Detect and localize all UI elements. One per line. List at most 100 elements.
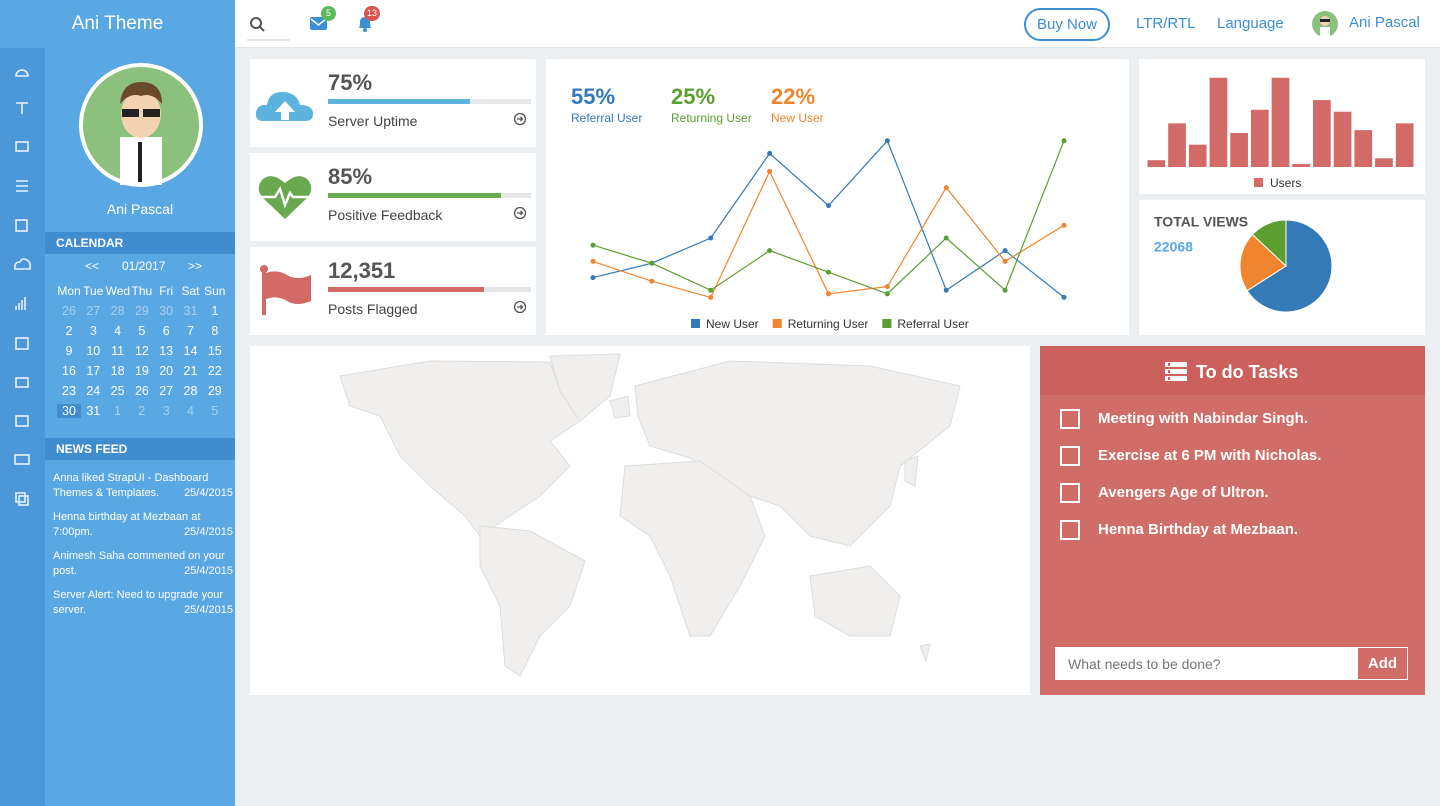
- brand[interactable]: Ani Theme: [0, 0, 235, 48]
- day[interactable]: 6: [162, 324, 170, 338]
- top-bar: 5 13 Buy Now LTR/RTL Language Ani Pascal: [235, 0, 1440, 48]
- todo-add[interactable]: Add: [1357, 647, 1408, 680]
- day[interactable]: 13: [159, 344, 174, 358]
- day[interactable]: 9: [65, 344, 73, 358]
- bar: [1375, 158, 1393, 167]
- user-name[interactable]: Ani Pascal: [1349, 14, 1420, 31]
- day[interactable]: 4: [114, 324, 122, 338]
- mail-icon[interactable]: [310, 17, 328, 31]
- summary-value: 55%: [571, 84, 615, 109]
- calendar-next[interactable]: >>: [188, 259, 203, 273]
- day[interactable]: 12: [134, 344, 149, 358]
- day[interactable]: 5: [211, 404, 219, 418]
- legend-label: Returning User: [788, 317, 869, 331]
- news-item: Anna liked StrapUI - Dashboard Themes & …: [53, 471, 233, 501]
- stat-link[interactable]: [513, 300, 527, 314]
- checkbox[interactable]: [1060, 409, 1080, 429]
- news-item: Animesh Saha commented on your post. 25/4…: [53, 549, 233, 579]
- checkbox[interactable]: [1060, 483, 1080, 503]
- day[interactable]: 16: [62, 364, 76, 378]
- checkbox[interactable]: [1060, 446, 1080, 466]
- point: [826, 291, 831, 297]
- weekday: Wed: [105, 284, 131, 298]
- bar-chart: Users: [1147, 77, 1414, 190]
- search[interactable]: [247, 14, 307, 44]
- day[interactable]: 3: [162, 404, 170, 418]
- day[interactable]: 19: [134, 364, 149, 378]
- day[interactable]: 17: [86, 364, 101, 378]
- world-map[interactable]: [250, 346, 1030, 695]
- day[interactable]: 23: [62, 384, 76, 398]
- day[interactable]: 27: [159, 384, 174, 398]
- nav-icons[interactable]: [0, 48, 45, 528]
- bar: [1250, 109, 1269, 167]
- day[interactable]: 15: [207, 344, 222, 358]
- day[interactable]: 3: [89, 324, 97, 338]
- news-text: Anna liked StrapUI - Dashboard Themes & …: [53, 472, 209, 499]
- news-feed: Anna liked StrapUI - Dashboard Themes & …: [45, 471, 235, 671]
- checkbox[interactable]: [1060, 520, 1080, 540]
- todo-text: Meeting with Nabindar Singh.: [1098, 410, 1308, 427]
- calendar-month: 01/2017: [122, 259, 166, 273]
- buy-button[interactable]: Buy Now: [1024, 8, 1110, 41]
- progress-track: [328, 99, 531, 104]
- day[interactable]: 30: [57, 404, 81, 418]
- news-title: NEWS FEED: [45, 438, 235, 460]
- day[interactable]: 20: [159, 364, 174, 378]
- weekday: Thu: [131, 284, 153, 298]
- day[interactable]: 28: [110, 304, 125, 318]
- point: [884, 291, 890, 297]
- day[interactable]: 21: [183, 364, 198, 378]
- day[interactable]: 2: [65, 324, 73, 338]
- news-item: Server Alert: Need to upgrade your serve…: [53, 588, 233, 618]
- day[interactable]: 5: [138, 324, 146, 338]
- stat-value: 85%: [328, 164, 373, 189]
- day[interactable]: 25: [110, 384, 125, 398]
- legend-label: Referral User: [897, 317, 968, 331]
- line-card: 55% Referral User 25% Returning User 22% New …: [546, 59, 1129, 335]
- day[interactable]: 30: [159, 304, 174, 318]
- notification-badge: 13: [364, 6, 381, 21]
- todo-input[interactable]: [1055, 647, 1358, 680]
- point: [708, 235, 714, 241]
- bar: [1209, 77, 1228, 167]
- stat-value: 75%: [328, 70, 373, 95]
- stat-link[interactable]: [513, 206, 527, 220]
- day[interactable]: 26: [134, 384, 149, 398]
- stat-link[interactable]: [513, 112, 527, 126]
- day[interactable]: 28: [183, 384, 198, 398]
- message-badge: 5: [321, 6, 336, 21]
- day[interactable]: 29: [134, 304, 149, 318]
- direction-link[interactable]: LTR/RTL: [1136, 15, 1196, 32]
- day[interactable]: 7: [187, 324, 194, 338]
- day[interactable]: 18: [110, 364, 125, 378]
- day[interactable]: 22: [207, 364, 222, 378]
- day[interactable]: 26: [62, 304, 76, 318]
- day[interactable]: 31: [86, 404, 101, 418]
- day[interactable]: 8: [211, 324, 219, 338]
- point: [767, 150, 773, 156]
- day[interactable]: 24: [86, 384, 101, 398]
- day[interactable]: 29: [207, 384, 222, 398]
- language-link[interactable]: Language: [1217, 15, 1284, 32]
- pie-title: TOTAL VIEWS: [1154, 214, 1248, 230]
- day[interactable]: 1: [211, 304, 219, 318]
- day[interactable]: 14: [183, 344, 198, 358]
- point: [708, 287, 714, 293]
- day[interactable]: 2: [138, 404, 146, 418]
- day[interactable]: 11: [111, 344, 125, 358]
- pie-total: 22068: [1154, 239, 1193, 255]
- point: [943, 185, 949, 191]
- user-avatar[interactable]: [1311, 10, 1339, 38]
- day[interactable]: 1: [114, 404, 122, 418]
- news-date: 25/4/2015: [184, 487, 233, 499]
- pie-slice: [1239, 233, 1287, 292]
- point: [590, 242, 596, 248]
- day[interactable]: 4: [187, 404, 194, 418]
- day[interactable]: 27: [86, 304, 101, 318]
- day[interactable]: 10: [86, 344, 101, 358]
- pie-slice: [1251, 219, 1287, 268]
- point: [826, 269, 831, 275]
- calendar-prev[interactable]: <<: [85, 259, 100, 273]
- day[interactable]: 31: [183, 304, 198, 318]
